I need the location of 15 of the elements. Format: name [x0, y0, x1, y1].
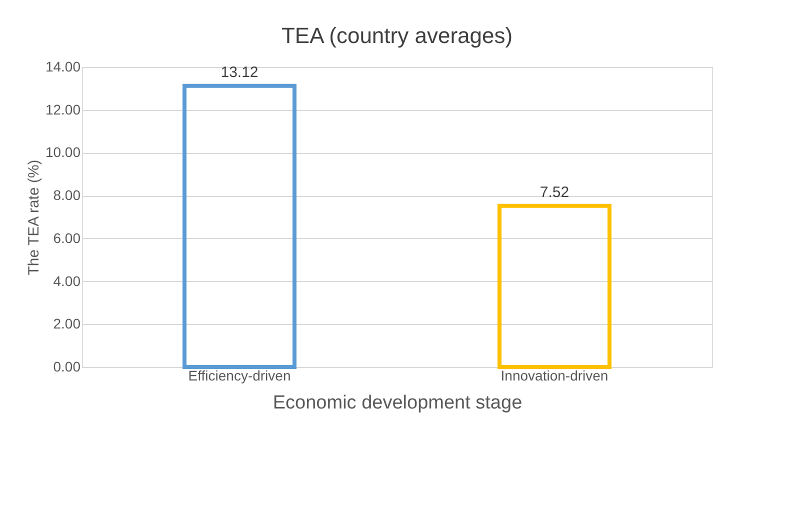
- y-axis-title: The TEA rate (%): [25, 160, 42, 276]
- y-tick-label: 4.00: [53, 272, 81, 289]
- y-tick-label: 6.00: [53, 230, 81, 246]
- x-tick-label: Efficiency-driven: [188, 368, 291, 384]
- y-tick-label: 10.00: [45, 144, 81, 160]
- x-tick-label: Innovation-driven: [500, 368, 608, 384]
- y-tick-label: 14.00: [45, 58, 81, 74]
- data-label: 7.52: [540, 184, 570, 201]
- y-tick-label: 0.00: [53, 358, 81, 374]
- data-label: 13.12: [220, 64, 258, 81]
- y-tick-label: 8.00: [53, 187, 81, 204]
- y-tick-label: 2.00: [53, 316, 81, 332]
- chart-title: TEA (country averages): [281, 23, 513, 48]
- x-axis-title: Economic development stage: [272, 392, 522, 414]
- y-tick-label: 12.00: [45, 101, 81, 118]
